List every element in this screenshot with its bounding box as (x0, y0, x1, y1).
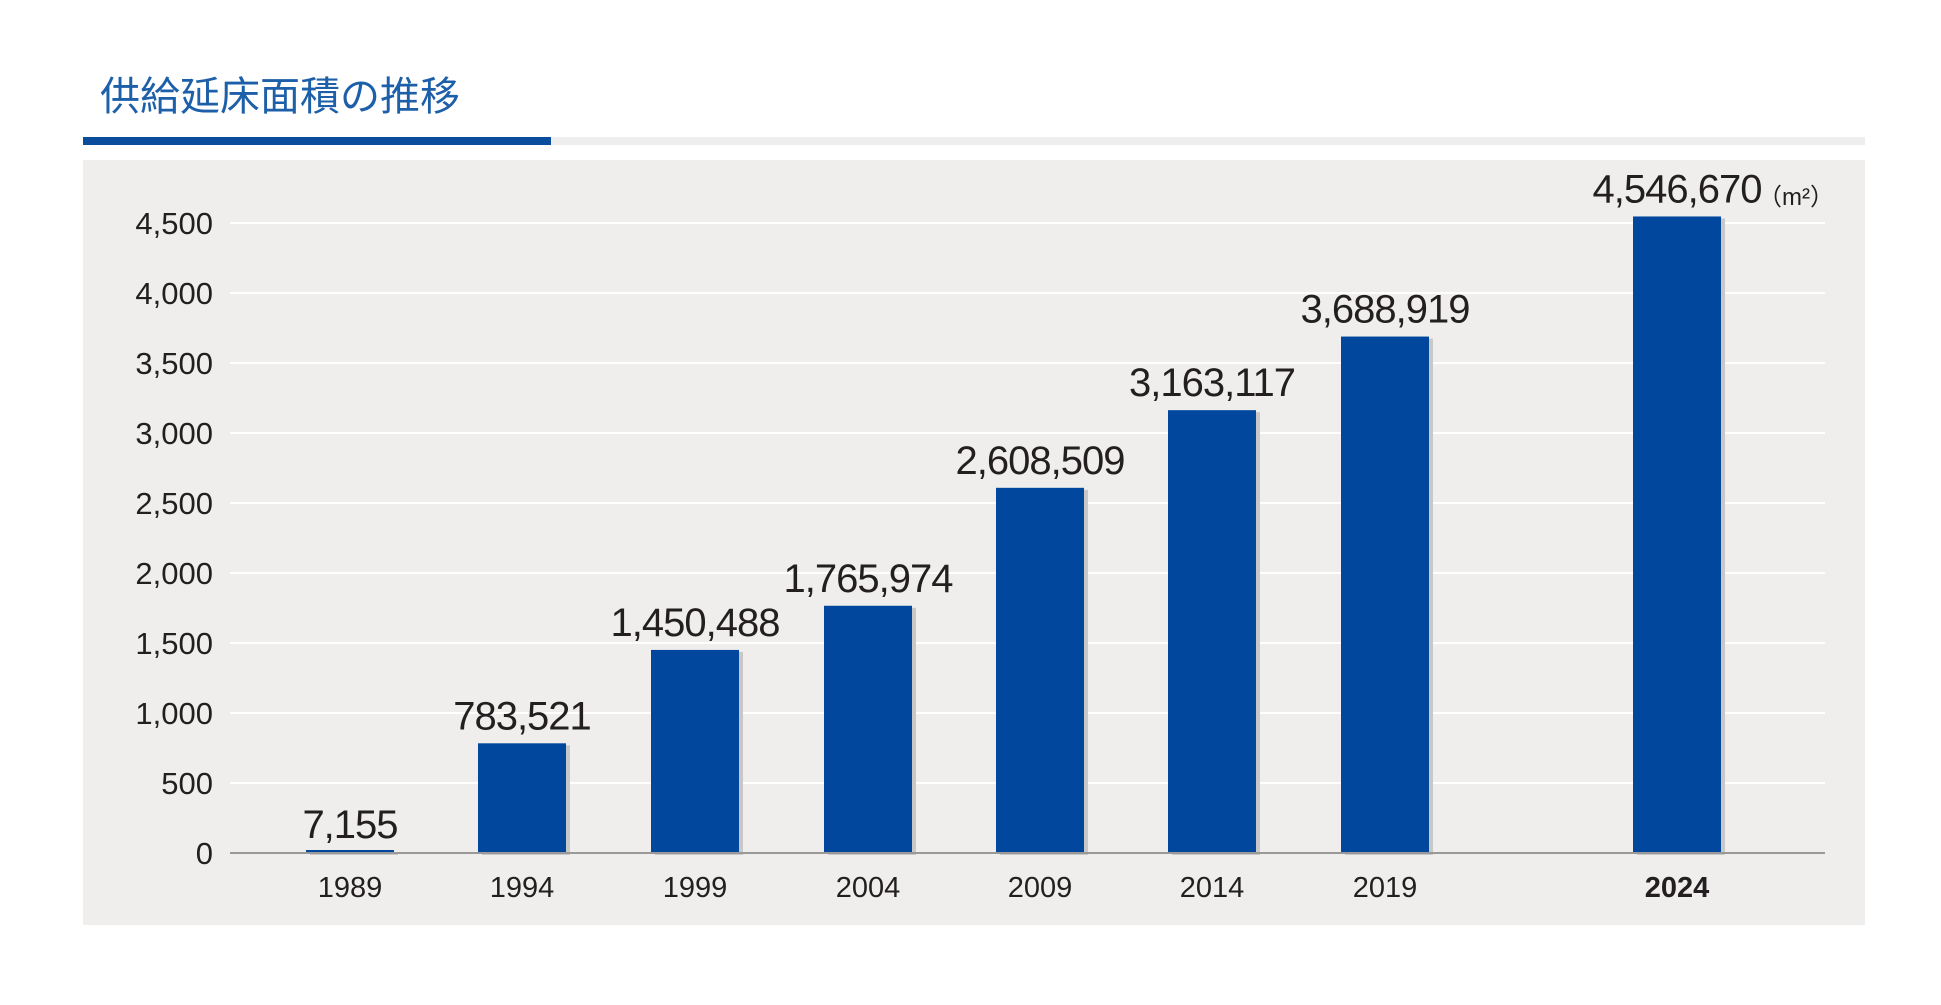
y-tick-label: 3,000 (135, 416, 213, 451)
data-label: 3,163,117 (1129, 361, 1295, 405)
bar (306, 850, 394, 853)
x-tick-label: 2019 (1353, 872, 1418, 904)
bar (1633, 216, 1721, 854)
x-axis-labels: 1989 1994 1999 2004 2009 2014 2019 2024 (318, 872, 1710, 904)
bar (651, 649, 739, 853)
y-tick-label: 2,500 (135, 486, 213, 521)
y-tick-label: 2,000 (135, 556, 213, 591)
x-tick-label: 1999 (663, 872, 728, 904)
x-tick-label: 2004 (836, 872, 901, 904)
data-label: 1,765,974 (784, 557, 954, 601)
unit-label: （m²） (1758, 184, 1834, 211)
data-label: 7,155 (302, 803, 397, 847)
x-tick-label: 2024 (1645, 872, 1710, 904)
y-tick-label: 1,500 (135, 626, 213, 661)
data-label: 3,688,919 (1301, 288, 1470, 332)
bar (1168, 410, 1256, 853)
bar (1341, 336, 1429, 853)
data-label: 2,608,509 (956, 439, 1125, 483)
y-tick-label: 1,000 (135, 696, 213, 731)
grid-lines (230, 222, 1825, 784)
plot-background (83, 160, 1865, 925)
bar (996, 487, 1084, 853)
y-tick-label: 3,500 (135, 346, 213, 381)
bar (478, 743, 566, 853)
data-label: 783,521 (453, 694, 591, 738)
value-labels: 7,155783,5211,450,4881,765,9742,608,5093… (302, 167, 1762, 847)
x-tick-label: 2014 (1180, 872, 1245, 904)
title-rule (83, 137, 1865, 145)
y-axis-labels: 0 500 1,000 1,500 2,000 2,500 3,000 3,500 4,000 4… (135, 206, 213, 871)
y-tick-label: 0 (196, 836, 213, 871)
title-accent-bar (83, 137, 551, 145)
y-tick-label: 4,000 (135, 276, 213, 311)
data-label: 1,450,488 (611, 601, 780, 645)
data-label: 4,546,670 (1593, 167, 1762, 211)
chart-title: 供給延床面積の推移 (100, 75, 460, 119)
x-tick-label: 1994 (490, 872, 555, 904)
x-tick-label: 1989 (318, 872, 383, 904)
bar (824, 605, 912, 853)
y-tick-label: 500 (161, 766, 213, 801)
x-tick-label: 2009 (1008, 872, 1073, 904)
y-tick-label: 4,500 (135, 206, 213, 241)
